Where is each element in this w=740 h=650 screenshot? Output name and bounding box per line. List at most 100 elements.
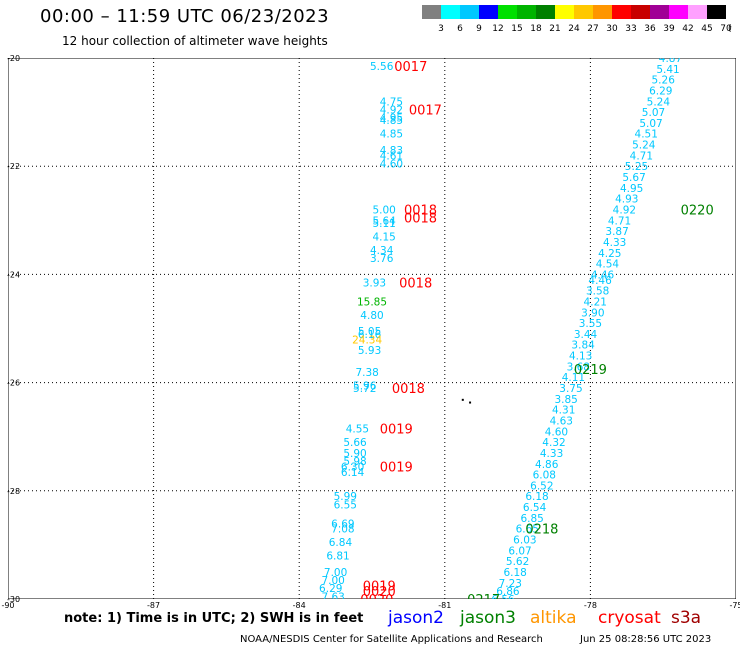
pass-time-label: 0019	[380, 460, 413, 475]
color-swatch	[612, 5, 631, 19]
wave-height-label: 4.60	[545, 426, 568, 438]
wave-height-label: 6.29	[649, 85, 672, 97]
pass-time-label: 0017	[409, 103, 442, 118]
wave-height-label: 3.68	[567, 361, 590, 373]
wave-height-label: 5.66	[343, 437, 367, 449]
wave-height-label: 4.85	[380, 129, 403, 141]
pass-time-label: 0020	[360, 593, 393, 599]
color-scale-label: 12	[492, 24, 503, 34]
wave-height-map[interactable]: 5.564.754.924.954.854.854.834.614.605.00…	[8, 58, 736, 599]
y-tick-label: -20	[7, 54, 20, 63]
wave-height-label: 4.95	[380, 113, 403, 125]
wave-height-label: 4.75	[380, 96, 403, 108]
wave-height-label: 6.84	[329, 537, 353, 549]
wave-height-label: 3.87	[605, 226, 628, 238]
wave-height-label: 7.38	[355, 367, 378, 379]
color-scale-unit: (ft)	[728, 24, 732, 34]
pass-time-label: 0017	[394, 60, 427, 75]
color-scale-label: 9	[476, 24, 482, 34]
color-scale-label: 33	[625, 24, 636, 34]
wave-height-label: 6.18	[503, 567, 526, 579]
wave-height-label: 4.85	[380, 115, 403, 127]
color-scale-label: 6	[457, 24, 463, 34]
wave-height-label: 5.41	[656, 64, 679, 76]
color-swatch	[517, 5, 536, 19]
color-swatch	[574, 5, 593, 19]
wave-height-label: 4.86	[535, 459, 559, 471]
wave-height-label: 7.00	[321, 575, 344, 587]
wave-height-label: 15.85	[357, 296, 387, 308]
wave-height-label: 5.07	[642, 107, 665, 119]
wave-height-label: 3.84	[571, 340, 595, 352]
axis-tick-labels: -90 -87 -84 -81 -78 -75 -20 -22 -24 -26 -28 -30	[1, 54, 740, 610]
wave-height-label: 5.26	[652, 75, 676, 87]
x-tick-label: -78	[584, 601, 597, 610]
color-scale-label: 45	[701, 24, 712, 34]
wave-height-label: 3.58	[586, 286, 609, 298]
pass-time-label: 0018	[404, 212, 437, 227]
wave-height-label: 4.34	[370, 245, 394, 257]
color-scale-label: 42	[682, 24, 693, 34]
wave-height-label: 4.71	[630, 150, 653, 162]
wave-height-label: 6.86	[496, 586, 520, 598]
pass-time-label: 0217	[467, 593, 500, 599]
color-scale-label: 15	[511, 24, 522, 34]
wave-height-label: 5.25	[625, 161, 648, 173]
wave-height-label: 5.11	[372, 218, 395, 230]
pass-time-label: 0218	[525, 523, 558, 538]
pass-time-label: 0219	[574, 363, 607, 378]
color-swatch	[479, 5, 498, 19]
x-tick-label: -81	[438, 601, 451, 610]
wave-height-label: 6.30	[341, 461, 364, 473]
pass-time-label: 0019	[363, 579, 396, 594]
color-scale-label: 18	[530, 24, 542, 34]
pass-time-label: 0018	[399, 277, 432, 292]
color-scale-label: 30	[606, 24, 618, 34]
wave-height-label: 24.34	[352, 334, 382, 346]
color-swatch	[555, 5, 574, 19]
color-swatch	[460, 5, 479, 19]
track-dot	[461, 398, 464, 401]
x-tick-label: -90	[1, 601, 14, 610]
wave-height-label: 5.07	[639, 118, 662, 130]
map-frame	[8, 58, 736, 599]
wave-height-label: 4.92	[613, 204, 636, 216]
color-swatch	[631, 5, 650, 19]
wave-height-label: 5.72	[353, 383, 376, 395]
wave-height-label: 4.60	[380, 158, 403, 170]
wave-height-label: 6.14	[341, 467, 365, 479]
pass-time-label: 0018	[392, 382, 425, 397]
wave-height-label: 6.18	[525, 491, 548, 503]
wave-height-label: 4.51	[635, 129, 658, 141]
legend-jason2: jason2	[388, 608, 444, 628]
wave-height-label: 4.87	[659, 58, 682, 65]
color-swatch	[707, 5, 726, 19]
wave-height-label: 4.61	[380, 150, 403, 162]
wave-height-label: 5.24	[632, 140, 656, 152]
color-swatch	[441, 5, 460, 19]
color-swatch	[593, 5, 612, 19]
wave-height-label: 4.31	[552, 405, 575, 417]
color-swatch	[536, 5, 555, 19]
wave-height-label: 5.56	[370, 61, 394, 73]
wave-height-label: 6.55	[334, 499, 357, 511]
y-tick-label: -22	[7, 162, 20, 171]
wave-height-label: 4.25	[598, 248, 621, 260]
wave-height-label: 4.21	[584, 296, 607, 308]
y-tick-label: -24	[7, 270, 20, 279]
pass-time-label: 0220	[681, 203, 714, 218]
wave-height-label: 3.85	[554, 394, 577, 406]
legend-s3a: s3a	[671, 608, 702, 628]
wave-height-label: 4.54	[596, 259, 620, 271]
wave-height-label: 5.00	[372, 204, 395, 216]
wave-height-label: 6.56	[491, 594, 515, 599]
color-swatch	[650, 5, 669, 19]
wave-height-label: 4.83	[380, 145, 403, 157]
wave-height-label: 4.33	[540, 448, 563, 460]
wave-height-label: 5.98	[343, 456, 366, 468]
y-tick-label: -26	[7, 379, 20, 388]
wave-height-label: 5.90	[343, 448, 366, 460]
chart-subtitle: 12 hour collection of altimeter wave hei…	[62, 34, 328, 48]
pass-time-label: 0020	[363, 585, 396, 599]
